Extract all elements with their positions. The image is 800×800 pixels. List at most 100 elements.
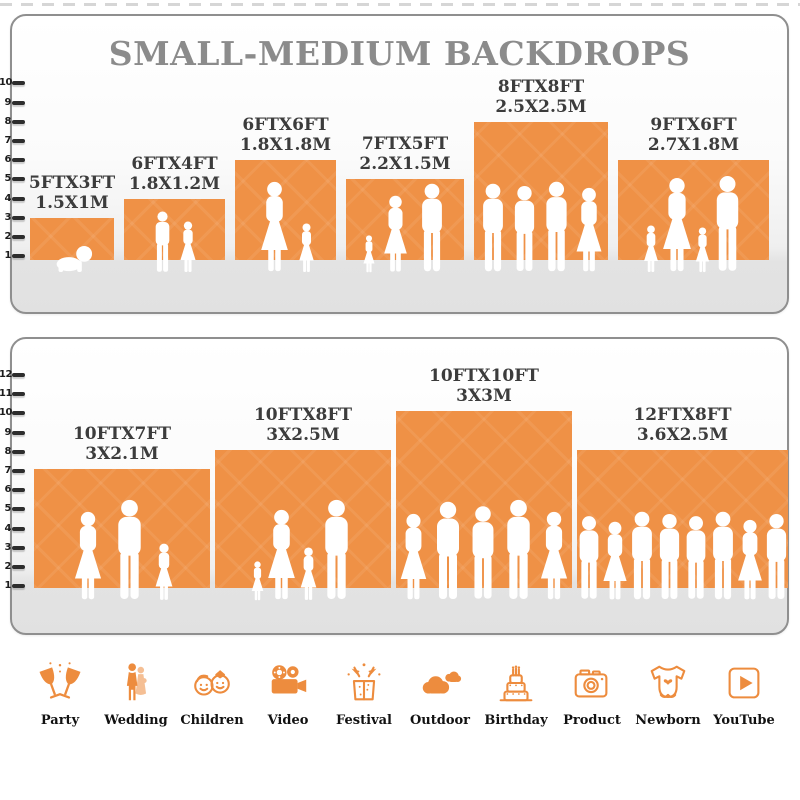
ruler-tick — [12, 158, 25, 163]
silhouette-group — [346, 183, 464, 273]
silhouette-group — [618, 175, 769, 273]
category-video: Video — [252, 660, 324, 728]
backdrop-bar-9ftx6ft: 9FTX6FT 2.7X1.8M — [618, 115, 769, 260]
backdrop-rect — [618, 160, 769, 260]
silhouette-group — [34, 499, 210, 601]
silhouette-group — [215, 499, 391, 601]
category-label: Product — [563, 713, 621, 728]
ruler-tick — [12, 177, 25, 182]
man-silhouette — [475, 183, 511, 273]
woman-silhouette — [262, 509, 301, 601]
backdrop-size-label: 10FTX10FT 3X3M — [429, 365, 539, 406]
ruler-number: 3 — [4, 211, 12, 223]
ruler-number: 11 — [0, 388, 12, 400]
silhouette-group — [124, 211, 225, 273]
ruler-tick — [12, 196, 25, 201]
backdrop-rect — [346, 179, 464, 260]
ruler-tick — [12, 469, 25, 473]
baby-silhouette — [52, 245, 93, 273]
category-label: Festival — [336, 713, 392, 728]
man-silhouette — [414, 183, 450, 273]
category-outdoor: Outdoor — [404, 660, 476, 728]
ruler-number: 9 — [4, 96, 12, 108]
category-label: Birthday — [484, 713, 548, 728]
ruler-number: 6 — [4, 154, 12, 166]
ruler-tick — [12, 373, 25, 377]
decorative-dashed-line — [0, 3, 800, 6]
ruler-tick — [12, 392, 25, 397]
girl-silhouette — [177, 221, 199, 273]
page-title: SMALL-MEDIUM BACKDROPS — [108, 34, 691, 73]
ruler-tick — [12, 565, 25, 569]
category-party: Party — [24, 660, 96, 728]
ruler-number: 8 — [4, 115, 12, 127]
children-icon — [194, 670, 230, 696]
backdrop-size-label: 12FTX8FT 3.6X2.5M — [633, 404, 732, 445]
category-label: YouTube — [713, 713, 775, 728]
girl-silhouette — [296, 223, 317, 273]
wedding-icon — [126, 663, 147, 701]
backdrop-bar-10ftx10ft: 10FTX10FT 3X3M — [396, 366, 572, 588]
boy-silhouette — [150, 211, 175, 273]
man-silhouette — [109, 499, 150, 601]
ruler-number: 7 — [4, 465, 12, 476]
woman-silhouette — [69, 511, 107, 601]
ruler-tick — [12, 449, 25, 454]
category-festival: Festival — [328, 660, 400, 728]
girl-silhouette — [152, 543, 176, 601]
ruler-tick — [12, 507, 25, 512]
man-silhouette — [464, 505, 502, 601]
backdrop-bar-10ftx8ft: 10FTX8FT 3X2.5M — [215, 405, 391, 588]
panel-small-backdrops: SMALL-MEDIUM BACKDROPS 1 2 3 4 5 6 7 8 9 10 5FTX3… — [0, 14, 789, 314]
man-silhouette — [708, 175, 747, 273]
category-wedding: Wedding — [100, 660, 172, 728]
backdrop-size-label: 9FTX6FT 2.7X1.8M — [647, 114, 740, 155]
ruler-number: 4 — [4, 522, 12, 534]
backdrop-bar-6ftx4ft: 6FTX4FT 1.8X1.2M — [124, 154, 225, 260]
backdrop-bar-8ftx8ft: 8FTX8FT 2.5X2.5M — [474, 77, 608, 260]
girl-silhouette — [361, 235, 377, 273]
party-icon — [39, 662, 81, 699]
ruler-tick — [12, 81, 25, 86]
backdrop-rect — [577, 450, 788, 588]
woman-silhouette — [657, 177, 697, 273]
backdrop-bar-10ftx7ft: 10FTX7FT 3X2.1M — [34, 424, 210, 588]
backdrop-rect — [30, 218, 114, 260]
product-icon — [574, 669, 608, 698]
man-silhouette — [428, 501, 468, 601]
backdrop-size-label: 8FTX8FT 2.5X2.5M — [495, 76, 587, 117]
ruler-number: 10 — [0, 77, 12, 89]
backdrop-bar-5ftx3ft: 5FTX3FT 1.5X1M — [29, 173, 115, 260]
category-label: Wedding — [104, 713, 168, 728]
woman-silhouette — [571, 187, 607, 273]
ruler-tick — [12, 215, 25, 220]
ft-ruler-top: 1 2 3 4 5 6 7 8 9 10 — [0, 16, 787, 312]
ruler-number: 9 — [4, 426, 12, 438]
backdrop-rect — [396, 411, 572, 588]
ruler-number: 5 — [4, 173, 12, 185]
ruler-number: 8 — [4, 445, 12, 457]
ft-ruler-bottom: 1 2 3 4 5 6 7 8 9 10 11 12 — [0, 339, 787, 633]
category-newborn: Newborn — [632, 660, 704, 728]
ruler-number: 12 — [0, 369, 12, 380]
ruler-tick — [12, 584, 25, 589]
ruler-tick — [12, 411, 25, 416]
backdrop-bar-12ftx8ft: 12FTX8FT 3.6X2.5M — [577, 405, 788, 588]
ruler-tick — [12, 119, 25, 124]
panel-medium-backdrops: 1 2 3 4 5 6 7 8 9 10 11 12 10FTX7FT 3X2.1M 10FTX8FT 3X… — [0, 337, 789, 635]
ruler-tick — [12, 545, 25, 550]
silhouette-group — [30, 245, 114, 273]
ruler-number: 7 — [4, 135, 12, 146]
video-icon — [271, 665, 307, 694]
category-birthday: Birthday — [480, 660, 552, 728]
ruler-tick — [12, 254, 25, 259]
silhouette-group — [474, 181, 608, 273]
backdrop-rect — [215, 450, 391, 588]
ruler-tick — [12, 139, 25, 143]
ruler-number: 6 — [4, 484, 12, 496]
backdrop-bars-bottom: 10FTX7FT 3X2.1M 10FTX8FT 3X2.5M 10FTX10FT 3X3… — [34, 366, 788, 588]
category-label: Video — [267, 713, 309, 728]
ruler-tick — [12, 235, 25, 239]
backdrop-size-label: 10FTX8FT 3X2.5M — [253, 404, 353, 445]
ruler-number: 2 — [4, 561, 12, 572]
